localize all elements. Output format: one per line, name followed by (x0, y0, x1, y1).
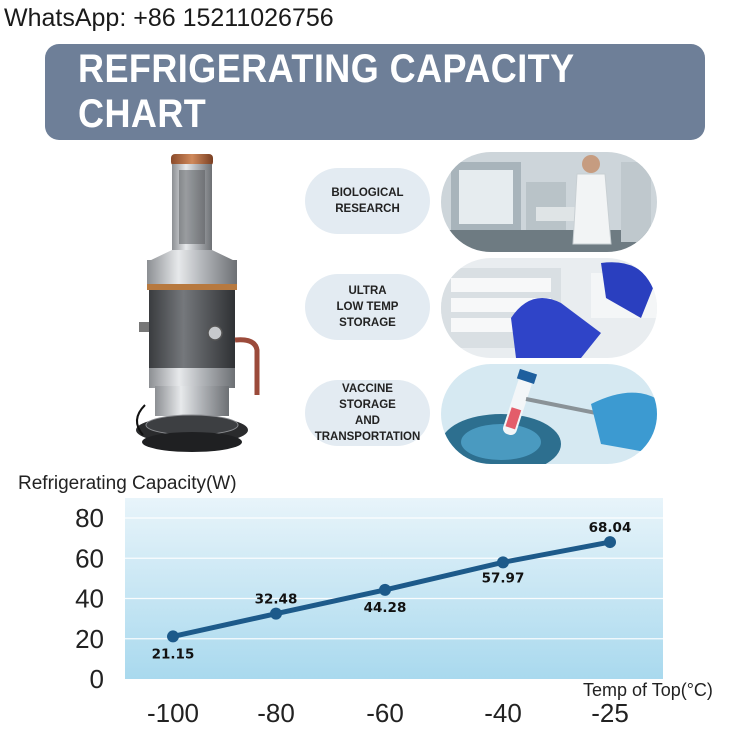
page-title: REFRIGERATING CAPACITY CHART (78, 47, 574, 136)
y-tick-label: 0 (90, 664, 104, 694)
x-axis-label: Temp of Top(°C) (583, 680, 713, 700)
x-tick-label: -80 (257, 698, 295, 728)
vial-tweezers-photo-icon (441, 364, 657, 464)
y-tick-label: 40 (75, 584, 104, 614)
whatsapp-contact: WhatsApp: +86 15211026756 (4, 4, 334, 32)
data-point (379, 583, 391, 596)
application-label: ULTRA LOW TEMP STORAGE (305, 274, 430, 340)
data-label: 68.04 (589, 520, 632, 536)
cryocooler-product-image (136, 154, 260, 452)
x-tick-label: -40 (484, 698, 522, 728)
y-tick-label: 60 (75, 543, 104, 573)
application-label: VACCINE STORAGE AND TRANSPORTATION (305, 380, 430, 446)
data-label: 57.97 (482, 570, 525, 586)
application-row-ultra-low-temp-storage: ULTRA LOW TEMP STORAGE (305, 258, 657, 358)
application-label: BIOLOGICAL RESEARCH (305, 168, 430, 234)
y-axis-label: Refrigerating Capacity(W) (18, 473, 237, 494)
data-label: 32.48 (255, 592, 298, 608)
lab-scientist-photo-icon (441, 152, 657, 252)
data-point (604, 536, 616, 549)
data-label: 21.15 (152, 646, 195, 662)
x-tick-label: -100 (147, 698, 199, 728)
application-row-vaccine-storage: VACCINE STORAGE AND TRANSPORTATION (305, 364, 657, 464)
gloved-hand-freezer-photo-icon (441, 258, 657, 358)
x-tick-label: -25 (591, 698, 629, 728)
title-banner: REFRIGERATING CAPACITY CHART (45, 44, 705, 140)
y-tick-label: 80 (75, 503, 104, 533)
data-point (167, 630, 179, 643)
data-point (270, 607, 282, 620)
y-tick-label: 20 (75, 624, 104, 654)
data-point (497, 556, 509, 569)
application-row-biological-research: BIOLOGICAL RESEARCH (305, 152, 657, 252)
data-label: 44.28 (364, 600, 407, 616)
x-tick-label: -60 (366, 698, 404, 728)
